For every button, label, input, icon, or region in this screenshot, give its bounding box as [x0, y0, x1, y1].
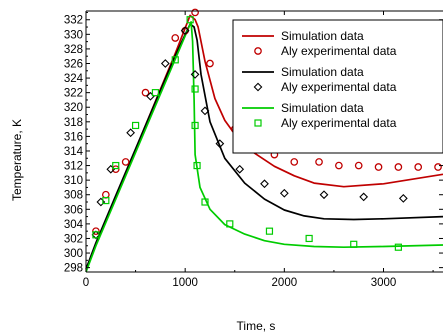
axes — [85, 10, 443, 273]
data-point-circle-2 — [111, 165, 120, 174]
data-point-diamond-10 — [235, 164, 245, 174]
data-point-diamond-3 — [126, 128, 136, 138]
y-tick-label: 318 — [64, 117, 83, 129]
data-point-square-15 — [394, 243, 402, 251]
data-point-diamond-13 — [319, 190, 329, 200]
x-axis-label: Time, s — [237, 319, 276, 333]
y-tick-label: 308 — [64, 190, 83, 202]
data-point-square-3 — [131, 121, 140, 130]
data-point-diamond-5 — [160, 59, 170, 68]
y-tick-label: 298 — [64, 263, 83, 275]
data-point-diamond-15 — [398, 193, 408, 203]
legend-box — [232, 19, 443, 154]
data-point-square-4 — [151, 89, 160, 97]
data-point-square-6 — [186, 16, 194, 24]
legend-label: Aly experimental data — [281, 116, 397, 130]
data-point-diamond-6 — [180, 26, 190, 36]
data-point-diamond-11 — [260, 179, 269, 189]
y-tick-label: 310 — [64, 175, 83, 187]
y-tick-label: 330 — [64, 29, 83, 41]
legend-label: Simulation data — [281, 29, 364, 43]
legend-marker-symbol — [253, 82, 263, 92]
data-point-circle-7 — [191, 8, 199, 17]
data-point-circle-3 — [121, 158, 130, 166]
y-tick-label: 314 — [64, 146, 84, 158]
data-point-circle-18 — [414, 163, 423, 171]
series-lines — [85, 14, 443, 273]
y-tick-label: 316 — [64, 131, 83, 143]
y-tick-label: 302 — [64, 233, 83, 245]
y-tick-label: 332 — [64, 15, 83, 27]
y-tick-label: 320 — [64, 102, 83, 114]
data-point-circle-14 — [335, 161, 343, 170]
y-tick-label: 312 — [64, 161, 83, 173]
data-point-square-7 — [191, 85, 199, 93]
y-axis-label: Temperature, K — [10, 119, 24, 201]
data-point-circle-17 — [394, 163, 403, 171]
legend-marker-symbol — [254, 47, 262, 55]
data-point-circle-13 — [315, 158, 323, 166]
data-point-square-2 — [112, 161, 120, 170]
data-point-circle-19 — [434, 163, 442, 171]
data-point-square-10 — [201, 198, 209, 206]
legend-marker-symbol — [254, 119, 262, 127]
data-point-circle-12 — [290, 158, 299, 166]
series-line-2 — [85, 23, 443, 270]
data-point-diamond-12 — [279, 188, 289, 198]
data-point-diamond-8 — [200, 106, 210, 116]
data-point-circle-5 — [171, 34, 180, 42]
legend-label: Aly experimental data — [281, 44, 397, 58]
data-point-square-13 — [305, 234, 313, 243]
data-point-diamond-7 — [190, 70, 200, 79]
y-tick-label: 324 — [64, 73, 84, 85]
legend-label: Simulation data — [281, 101, 364, 115]
series-line-4 — [85, 21, 443, 273]
data-point-square-5 — [171, 56, 179, 64]
data-point-circle-16 — [374, 163, 383, 171]
legend-label: Simulation data — [281, 65, 364, 79]
x-tick-label: 3000 — [371, 277, 397, 289]
x-tick-label: 2000 — [272, 277, 298, 289]
data-point-square-11 — [226, 220, 234, 228]
legend-label: Aly experimental data — [281, 80, 397, 94]
data-point-square-12 — [265, 227, 274, 235]
data-point-square-8 — [191, 121, 199, 130]
data-point-circle-4 — [141, 88, 150, 97]
data-point-square-9 — [193, 161, 201, 170]
data-point-square-1 — [102, 196, 110, 205]
y-tick-label: 328 — [64, 44, 83, 56]
data-point-circle-0 — [92, 227, 100, 236]
data-point-diamond-14 — [359, 192, 369, 202]
series-markers — [91, 8, 442, 251]
data-point-square-14 — [350, 240, 358, 248]
y-tick-label: 322 — [64, 88, 83, 100]
y-tick-label: 326 — [64, 58, 83, 70]
x-tick-label: 0 — [83, 277, 89, 289]
data-point-diamond-9 — [215, 139, 225, 149]
data-point-square-0 — [92, 231, 100, 239]
y-tick-label: 306 — [64, 204, 83, 216]
tick-labels: 298 300 302 304 306 308 310 312 314 316 318 320 322 3… — [64, 15, 396, 289]
x-tick-label: 1000 — [172, 277, 198, 289]
data-point-circle-8 — [206, 59, 214, 68]
y-tick-label: 300 — [64, 248, 83, 260]
y-tick-label: 304 — [64, 219, 84, 231]
data-point-circle-15 — [354, 161, 363, 170]
